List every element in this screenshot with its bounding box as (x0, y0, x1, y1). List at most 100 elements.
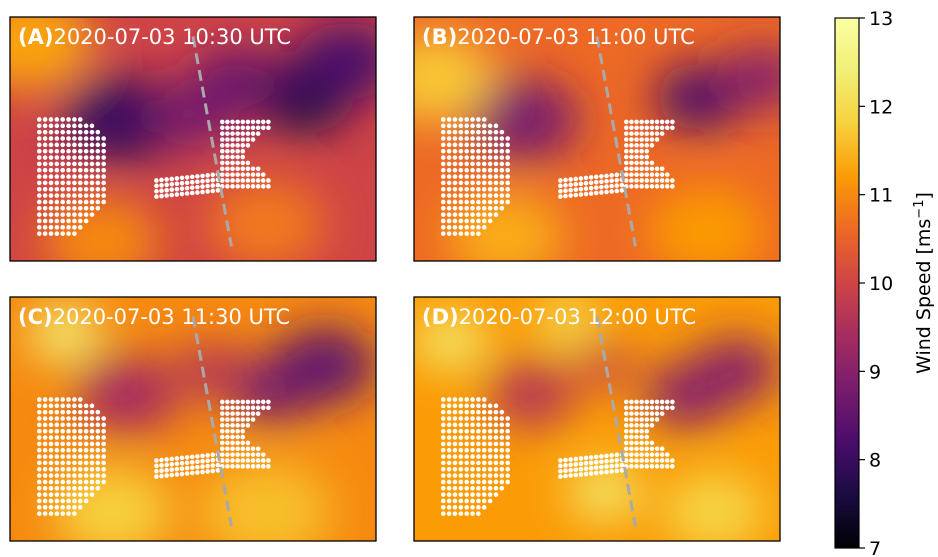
turbine-dot (481, 454, 487, 459)
turbine-dot (164, 462, 169, 468)
turbine-dot (493, 205, 499, 211)
turbine-dot (464, 136, 470, 141)
turbine-dot (95, 485, 101, 491)
turbine-dot (654, 411, 660, 416)
turbine-dot (54, 403, 60, 409)
turbine-dot (634, 399, 639, 405)
turbine-dot (54, 435, 60, 440)
turbine-dot (487, 492, 493, 497)
turbine-dot (260, 464, 266, 469)
turbine-dot (649, 464, 655, 469)
turbine-dot (440, 416, 446, 421)
turbine-dot (493, 441, 499, 447)
turbine-dot (230, 399, 235, 405)
turbine-dot (505, 435, 510, 440)
turbine-dot (48, 397, 54, 402)
turbine-dot (639, 154, 644, 160)
turbine-dot (174, 186, 180, 192)
turbine-dot (66, 155, 71, 160)
turbine-dot (60, 129, 66, 135)
turbine-dot (659, 131, 665, 136)
turbine-dot (499, 199, 505, 205)
turbine-dot (36, 409, 42, 415)
turbine-dot (72, 422, 77, 428)
turbine-dot (48, 167, 54, 173)
turbine-dot (634, 405, 639, 411)
turbine-dot (77, 193, 83, 198)
turbine-dot (654, 446, 660, 452)
turbine-dot (54, 505, 60, 510)
wind-field (10, 17, 376, 261)
turbine-dot (654, 405, 660, 411)
turbine-dot (42, 225, 48, 230)
turbine-dot (470, 460, 475, 466)
turbine-dot (493, 428, 499, 434)
turbine-dot (464, 485, 470, 491)
turbine-dot (83, 129, 89, 135)
turbine-dot (83, 441, 89, 447)
turbine-dot (493, 409, 499, 415)
turbine-dot (230, 440, 235, 446)
turbine-dot (583, 191, 589, 197)
turbine-dot (54, 212, 60, 217)
turbine-dot (458, 142, 464, 148)
turbine-dot (77, 142, 83, 148)
turbine-dot (505, 479, 510, 485)
turbine-dot (563, 468, 568, 474)
turbine-dot (240, 440, 246, 446)
turbine-dot (481, 180, 487, 186)
turbine-dot (42, 435, 48, 440)
turbine-dot (189, 470, 195, 476)
turbine-dot (440, 117, 446, 122)
turbine-dot (493, 161, 499, 167)
turbine-dot (476, 479, 481, 485)
turbine-dot (95, 466, 101, 472)
turbine-dot (588, 191, 594, 196)
turbine-dot (670, 178, 675, 183)
turbine-dot (487, 498, 493, 504)
turbine-dot (464, 473, 470, 478)
turbine-dot (60, 479, 66, 485)
turbine-dot (36, 167, 42, 173)
turbine-dot (583, 471, 589, 477)
turbine-dot (83, 403, 89, 409)
turbine-dot (670, 184, 675, 189)
turbine-dot (66, 218, 71, 224)
turbine-dot (184, 471, 190, 476)
turbine-dot (440, 466, 446, 472)
turbine-dot (458, 174, 464, 179)
turbine-dot (77, 403, 83, 409)
turbine-dot (77, 416, 83, 421)
turbine-dot (60, 186, 66, 192)
turbine-dot (72, 161, 77, 167)
turbine-dot (452, 428, 458, 434)
turbine-dot (499, 409, 505, 415)
turbine-dot (42, 231, 48, 236)
turbine-dot (464, 428, 470, 434)
turbine-dot (505, 148, 510, 154)
turbine-dot (36, 199, 42, 205)
turbine-dot (458, 498, 464, 504)
turbine-dot (60, 498, 66, 504)
turbine-dot (101, 416, 106, 421)
turbine-dot (634, 411, 639, 416)
turbine-dot (219, 440, 225, 446)
turbine-dot (154, 463, 159, 469)
turbine-dot (476, 435, 481, 440)
turbine-dot (230, 458, 235, 463)
turbine-dot (240, 423, 246, 428)
turbine-dot (54, 422, 60, 428)
turbine-dot (446, 454, 452, 459)
turbine-dot (558, 474, 563, 479)
turbine-dot (205, 183, 210, 189)
turbine-dot (60, 225, 66, 230)
turbine-dot (255, 172, 261, 177)
turbine-dot (563, 188, 568, 194)
turbine-dot (563, 463, 568, 468)
wind-turbines (36, 117, 271, 236)
turbine-dot (250, 137, 256, 142)
turbine-dot (72, 397, 77, 402)
turbine-dot (440, 441, 446, 447)
turbine-dot (440, 205, 446, 211)
turbine-dot (205, 453, 210, 458)
